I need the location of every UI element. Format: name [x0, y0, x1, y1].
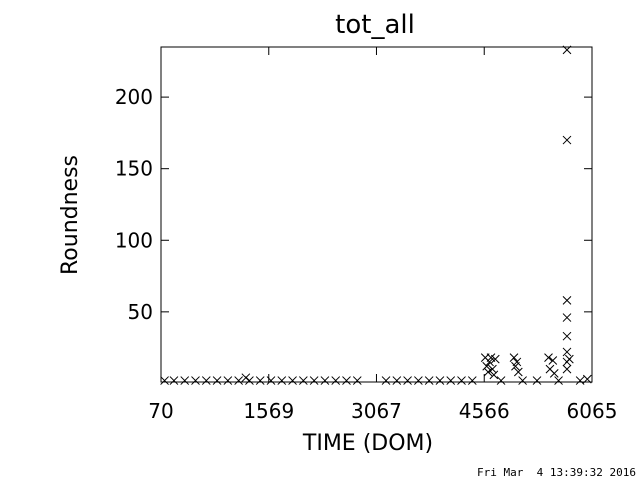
point — [352, 376, 362, 385]
point — [191, 376, 200, 385]
point — [169, 376, 179, 385]
x-tick-label: 3067 — [351, 399, 402, 423]
x-tick-label: 1569 — [243, 399, 294, 423]
x-tick-label: 70 — [148, 399, 173, 423]
point — [562, 45, 572, 55]
point — [554, 376, 563, 385]
point — [582, 374, 592, 384]
y-tick-label: 150 — [115, 157, 153, 181]
plot-frame — [160, 46, 593, 383]
point — [532, 376, 542, 385]
point — [403, 376, 412, 385]
point — [342, 376, 351, 385]
point — [277, 376, 287, 385]
point — [414, 376, 423, 385]
point — [320, 376, 330, 385]
point — [446, 376, 456, 385]
y-tick-label: 50 — [128, 300, 153, 324]
point — [518, 376, 527, 385]
timestamp: Fri Mar 4 13:39:32 2016 — [477, 466, 636, 479]
point — [467, 376, 477, 385]
point — [201, 376, 211, 385]
point — [245, 376, 254, 385]
point — [298, 376, 308, 385]
point — [180, 376, 190, 385]
point — [381, 376, 391, 385]
point — [160, 376, 169, 385]
point — [512, 357, 522, 367]
y-tick-label: 100 — [115, 228, 153, 252]
point — [562, 331, 572, 341]
point — [562, 364, 572, 374]
point — [489, 370, 499, 380]
point — [483, 367, 493, 377]
point — [562, 296, 572, 305]
point — [424, 376, 434, 385]
y-axis-label: Roundness — [58, 155, 83, 275]
point — [488, 364, 497, 374]
point — [549, 369, 559, 378]
point — [575, 376, 585, 385]
point — [490, 354, 500, 364]
point — [496, 376, 506, 385]
point — [223, 376, 233, 385]
point — [435, 376, 445, 385]
point — [548, 356, 558, 365]
point — [513, 367, 523, 377]
x-tick-label: 4566 — [459, 399, 510, 423]
point — [331, 376, 341, 385]
point — [266, 376, 276, 385]
point — [392, 376, 402, 385]
chart-title: tot_all — [335, 10, 415, 40]
point — [482, 361, 492, 371]
point — [544, 353, 553, 363]
point — [255, 376, 265, 385]
point — [309, 376, 319, 385]
point — [288, 376, 297, 385]
point — [562, 313, 572, 322]
point — [234, 376, 243, 385]
point — [509, 353, 519, 363]
x-tick-label: 6065 — [567, 399, 618, 423]
point — [562, 347, 572, 357]
x-axis-label: TIME (DOM) — [302, 431, 433, 456]
point — [457, 376, 466, 385]
point — [241, 373, 251, 383]
point — [562, 135, 572, 145]
point — [565, 354, 574, 364]
y-tick-label: 200 — [115, 85, 153, 109]
point — [212, 376, 222, 385]
